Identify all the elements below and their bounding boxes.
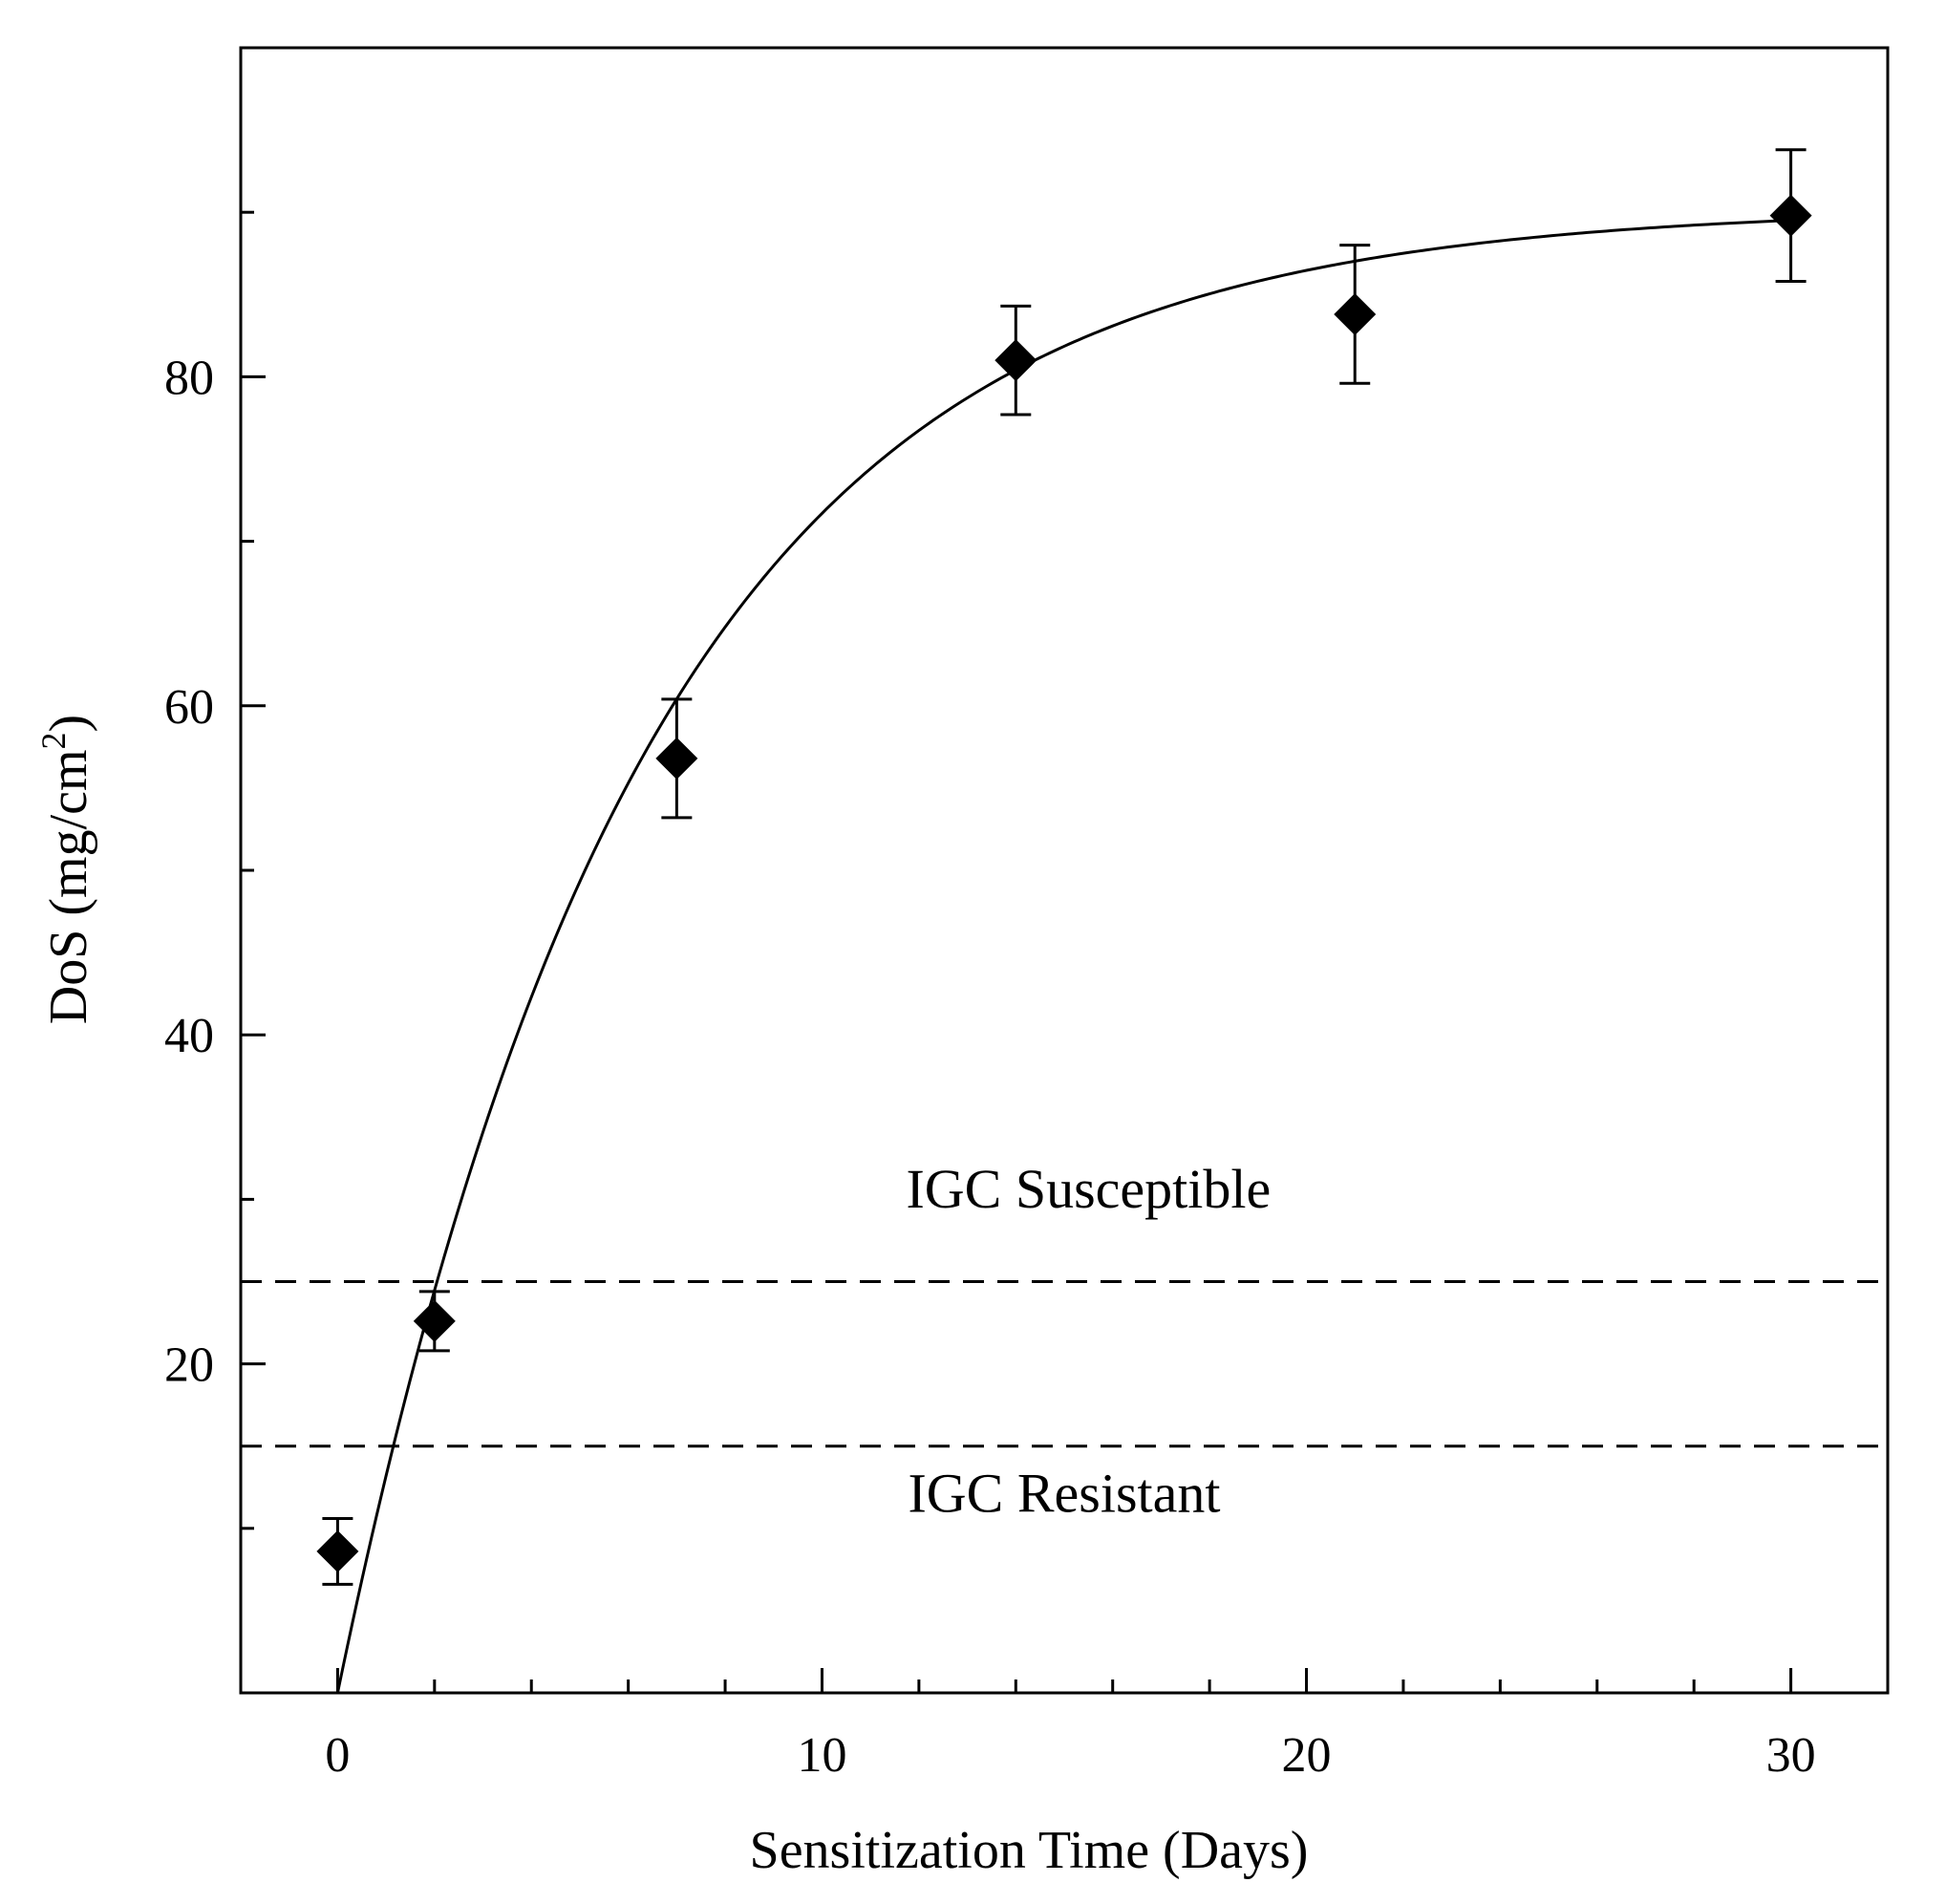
x-axis-label: Sensitization Time (Days) [750,1821,1309,1880]
region-label: IGC Resistant [908,1463,1220,1525]
data-point-diamond [413,1299,456,1342]
x-tick-label: 30 [1766,1728,1816,1783]
fit-curve [335,219,1791,1694]
y-tick-label: 40 [164,1009,214,1063]
threshold-lines [241,1280,1888,1448]
y-axis-label-close: ) [39,715,98,733]
data-point-diamond [655,737,698,780]
y-tick-labels: 20 40 60 80 [164,351,214,1392]
y-axis-label: DoS (mg/cm2) [34,715,98,1024]
data-point-diamond [1769,194,1812,237]
region-labels: IGC Susceptible IGC Resistant [906,1158,1271,1525]
minor-ticks [241,210,1890,1693]
y-tick-label: 20 [164,1338,214,1393]
data-point-diamond [1334,292,1377,335]
major-ticks [241,374,1793,1693]
x-tick-label: 10 [797,1728,846,1783]
data-points [316,148,1812,1586]
data-point-diamond [316,1530,359,1572]
y-axis-label-main: DoS (mg/cm [39,749,98,1024]
y-tick-label: 80 [164,351,214,405]
x-tick-label: 20 [1282,1728,1332,1783]
data-point-diamond [994,339,1037,382]
x-tick-label: 0 [325,1728,350,1783]
x-tick-labels: 0 10 20 30 [325,1728,1815,1783]
region-label: IGC Susceptible [906,1158,1271,1220]
y-tick-label: 60 [164,680,214,735]
y-axis-label-superscript: 2 [34,732,73,749]
